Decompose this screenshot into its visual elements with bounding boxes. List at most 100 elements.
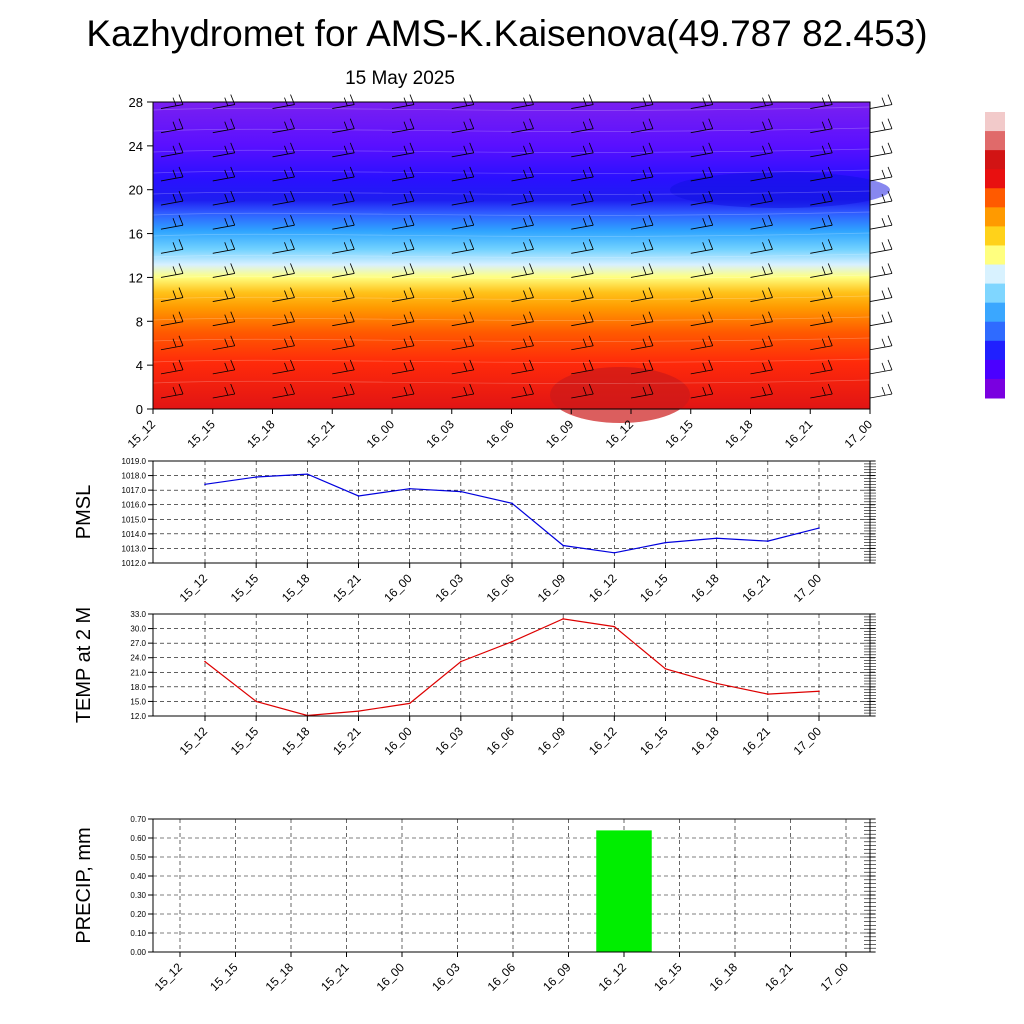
wind-barb [391, 142, 415, 158]
wind-barb [810, 239, 833, 254]
y-tick-label: 0.50 [130, 853, 146, 862]
y-tick-label: 1017.0 [122, 486, 147, 495]
y-tick-label: 12.0 [130, 712, 146, 721]
y-tick-label: 24.0 [130, 654, 146, 663]
wind-barb [160, 215, 184, 230]
y-tick-label: 30.0 [130, 625, 146, 634]
wind-barb [511, 118, 534, 134]
wind-barb [332, 311, 355, 327]
wind-barb [630, 335, 654, 351]
wind-barb [750, 118, 773, 134]
y-axis-label: PRECIP, mm [73, 827, 95, 943]
y-tick-label: 1015.0 [122, 515, 147, 524]
x-tick-label: 15_21 [330, 724, 364, 758]
y-tick-label: 0.10 [130, 929, 146, 938]
wind-barb [272, 190, 295, 206]
wind-barb [391, 335, 415, 351]
x-tick-label: 16_00 [374, 960, 408, 994]
wind-barb [630, 383, 654, 399]
wind-barb [160, 335, 184, 351]
wind-barb [750, 359, 773, 375]
data-point [204, 660, 206, 663]
wind-barb [272, 287, 295, 302]
wind-barb [810, 383, 833, 399]
wind-barb [511, 383, 534, 399]
data-point [562, 618, 564, 620]
colorbar-swatch [985, 226, 1005, 246]
data-point [511, 640, 513, 643]
wind-barb [212, 335, 236, 351]
wind-barb [272, 239, 295, 254]
wind-barb [451, 287, 475, 302]
wind-barb [511, 335, 534, 351]
x-tick-label: 15_12 [177, 571, 211, 605]
wind-barb [869, 335, 893, 351]
y-tick-label: 8 [136, 314, 143, 329]
wind-barb [630, 215, 654, 230]
wind-barb [212, 142, 236, 158]
wind-barb [511, 166, 534, 182]
wind-barb [451, 215, 475, 230]
wind-barb [212, 215, 236, 230]
data-point [357, 710, 360, 712]
x-tick-label: 15_21 [330, 571, 364, 605]
wind-barb [630, 142, 654, 158]
wind-barb [332, 287, 355, 302]
wind-barb [750, 287, 773, 302]
wind-barb [451, 263, 475, 278]
wind-barb [391, 263, 415, 278]
data-point [664, 668, 667, 670]
contour-line [152, 379, 871, 384]
wind-barb [160, 190, 184, 206]
wind-barb [391, 118, 415, 134]
data-point [767, 693, 769, 695]
contour-line [152, 337, 871, 342]
wind-barb [869, 383, 893, 399]
y-tick-label: 28 [129, 95, 143, 110]
wind-barb [391, 383, 415, 399]
wind-barb [212, 166, 236, 182]
y-tick-label: 16 [129, 227, 143, 242]
contour-line [152, 190, 871, 195]
wind-barb [511, 215, 534, 230]
plot-frame [152, 613, 871, 717]
wind-barb [869, 166, 893, 182]
x-tick-label: 16_06 [484, 571, 518, 605]
wind-barb [690, 142, 714, 158]
wind-barb [212, 118, 236, 134]
y-tick-label: 0.40 [130, 872, 146, 881]
wind-barb [391, 359, 415, 375]
chart-subtitle: 15 May 2025 [345, 68, 455, 89]
x-tick-label: 17_00 [791, 571, 825, 605]
precip-bar [596, 830, 652, 952]
contour-line [152, 358, 871, 363]
colorbar-swatch [985, 359, 1005, 380]
wind-barb [511, 190, 534, 206]
colorbar-swatch [985, 264, 1005, 285]
wind-barb [630, 239, 654, 254]
wind-barb [750, 263, 773, 278]
wind-barb [160, 166, 184, 182]
x-tick-label: 16_15 [662, 417, 696, 451]
wind-barb [810, 190, 833, 206]
wind-barb [869, 287, 893, 302]
wind-barb [869, 239, 893, 254]
wind-barb [869, 359, 893, 375]
wind-barb [332, 383, 355, 399]
colorbar-swatch [985, 131, 1005, 151]
profile-panel: 0 4 8 12 16 20 24 28 15_12 15_15 15_18 15_21 16_00 16… [125, 94, 893, 451]
wind-barb [571, 239, 594, 254]
wind-barb [630, 311, 654, 327]
x-tick-label: 16_12 [596, 960, 630, 994]
wind-barb [571, 190, 594, 206]
colorbar-swatch [985, 169, 1005, 189]
x-tick-label: 16_18 [688, 724, 722, 758]
wind-barb [332, 239, 355, 254]
y-tick-label: 1013.0 [122, 544, 147, 553]
colorbar-swatch [985, 340, 1005, 361]
wind-barb [571, 383, 594, 399]
x-tick-label: 16_00 [364, 417, 398, 451]
wind-barb [391, 239, 415, 254]
x-tick-label: 16_12 [586, 571, 620, 605]
wind-barb [451, 142, 475, 158]
